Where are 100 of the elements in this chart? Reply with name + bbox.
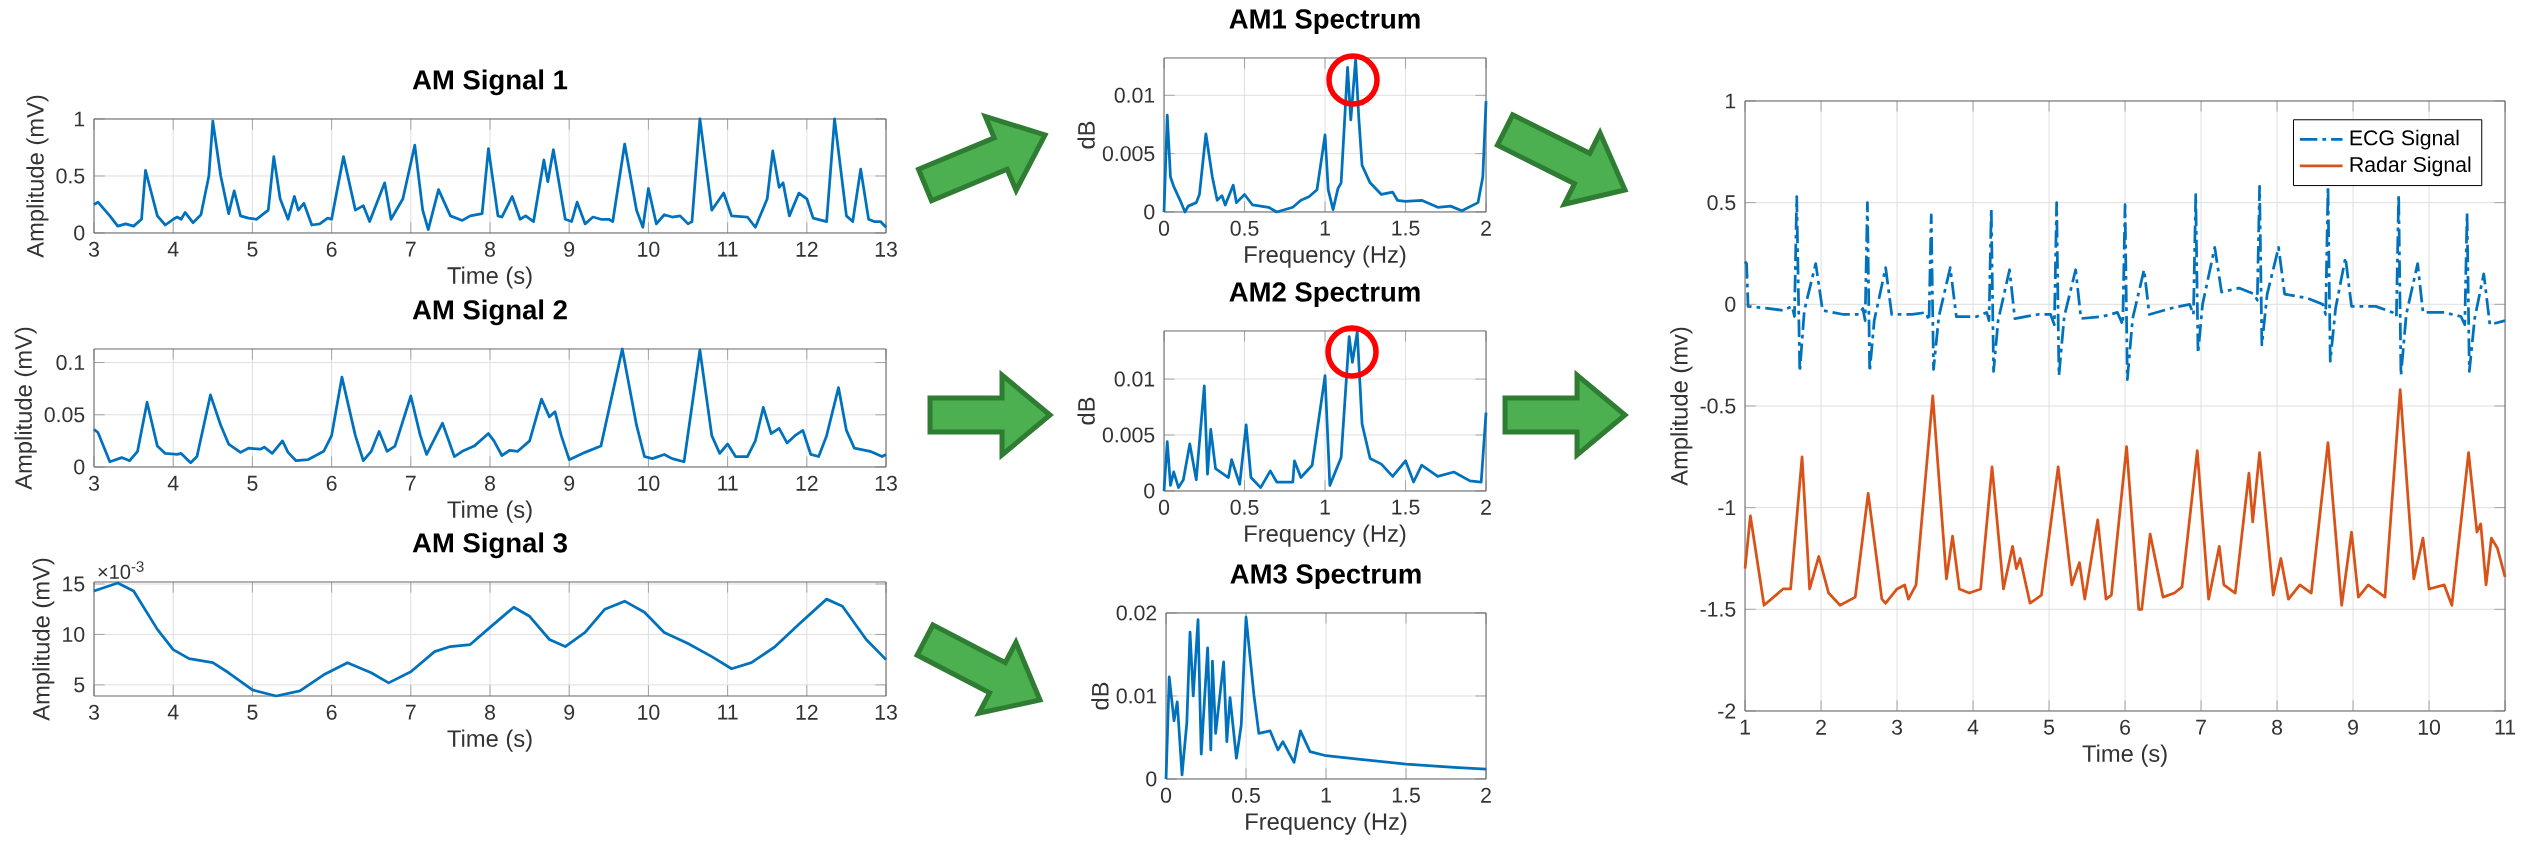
x-axis-title: Frequency (Hz) (1246, 812, 1407, 835)
y-tick-label: 10 (63, 626, 85, 642)
y-tick-label: 1 (1726, 93, 1736, 109)
y-tick-label: 15 (63, 576, 85, 592)
y-tick-label: 0.01 (1116, 688, 1157, 704)
x-axis-title: Time (s) (2082, 744, 2167, 767)
x-tick-label: 7 (406, 704, 416, 720)
y-tick-label: 0.005 (1102, 427, 1155, 443)
chart-title: AM Signal 1 (412, 69, 568, 96)
chart-title: AM Signal 3 (412, 532, 567, 559)
text: ×10$^{-3}$ (98, 561, 144, 579)
x-tick-label: 12 (796, 241, 818, 257)
x-tick-label: 9 (564, 704, 575, 720)
y-axis-title: dB (1091, 682, 1109, 710)
x-axis-title: Time (s) (447, 266, 532, 289)
x-tick-label: 6 (326, 241, 337, 257)
x-tick-label: 3 (88, 704, 99, 720)
y-tick-label: 0.005 (1102, 146, 1155, 162)
x-tick-label: 3 (1891, 719, 1903, 735)
line-series (92, 117, 888, 231)
x-tick-label: 8 (2272, 719, 2283, 735)
line-series (92, 347, 888, 465)
chart-title: AM3 Spectrum (1230, 564, 1421, 590)
x-tick-label: 10 (638, 241, 660, 257)
x-tick-label: 9 (564, 241, 575, 257)
x-tick-label: 4 (167, 475, 179, 491)
y-tick-label: 0.1 (56, 355, 85, 371)
x-tick-label: 3 (88, 475, 99, 491)
x-tick-label: 0.5 (1232, 787, 1260, 803)
x-tick-label: 1 (1320, 220, 1330, 236)
x-tick-label: 5 (2044, 719, 2055, 735)
y-tick-label: 1 (74, 111, 85, 127)
x-tick-label: 8 (485, 241, 496, 257)
x-tick-label: 6 (326, 475, 337, 491)
y-tick-label: 0 (74, 459, 85, 475)
x-tick-label: 11 (2495, 719, 2516, 735)
x-tick-label: 11 (718, 704, 738, 720)
y-tick-label: 0.01 (1114, 87, 1155, 103)
y-tick-label: 0.05 (44, 407, 85, 423)
x-tick-label: 2 (1481, 499, 1491, 515)
chart-title: AM1 Spectrum (1229, 9, 1420, 35)
x-tick-label: 2 (1481, 220, 1491, 236)
x-tick-label: 7 (406, 475, 416, 491)
y-tick-label: -2 (1718, 703, 1736, 719)
x-tick-label: 0 (1160, 787, 1172, 803)
x-tick-label: 11 (718, 241, 738, 257)
x-tick-label: 9 (564, 475, 575, 491)
y-axis-title: dB (1077, 397, 1095, 425)
x-tick-label: 4 (167, 704, 179, 720)
x-tick-label: 9 (2348, 719, 2358, 735)
legend-label: ECG Signal (2350, 129, 2459, 150)
x-tick-label: 4 (167, 241, 179, 257)
y-tick-label: 0 (1725, 296, 1736, 312)
x-tick-label: 6 (326, 704, 337, 720)
x-tick-label: 12 (796, 475, 818, 491)
x-tick-label: 1.5 (1392, 220, 1420, 236)
y-tick-label: 0.01 (1114, 371, 1155, 387)
x-tick-label: 1.5 (1392, 499, 1420, 515)
x-tick-label: 13 (875, 241, 897, 257)
y-tick-label: 0.5 (1707, 195, 1736, 211)
chart-title: AM2 Spectrum (1229, 282, 1420, 308)
x-tick-label: 3 (88, 241, 99, 257)
x-tick-label: 10 (638, 704, 660, 720)
x-tick-label: 13 (875, 475, 897, 491)
line-series (1162, 330, 1488, 493)
x-tick-label: 7 (406, 241, 416, 257)
x-tick-label: 1.5 (1392, 787, 1420, 803)
x-tick-label: 0 (1158, 499, 1170, 515)
line-series (1164, 615, 1488, 781)
x-tick-label: 10 (638, 475, 660, 491)
x-tick-label: 4 (1967, 719, 1979, 735)
x-tick-label: 10 (2418, 719, 2441, 735)
y-tick-label: 0.02 (1116, 605, 1157, 621)
x-axis-title: Frequency (Hz) (1245, 245, 1406, 268)
x-axis-title: Time (s) (447, 729, 532, 752)
x-axis-title: Frequency (Hz) (1245, 524, 1406, 547)
y-tick-label: 5 (74, 677, 85, 693)
x-tick-label: 5 (247, 704, 258, 720)
line-series (1162, 57, 1488, 214)
x-tick-label: 2 (1481, 787, 1491, 803)
x-tick-label: 7 (2196, 719, 2206, 735)
x-tick-label: 1 (1321, 787, 1331, 803)
x-tick-label: 5 (247, 241, 258, 257)
x-tick-label: 13 (875, 704, 897, 720)
x-tick-label: 1 (1740, 719, 1750, 735)
x-tick-label: 0.5 (1230, 499, 1259, 515)
x-tick-label: 1 (1320, 499, 1330, 515)
y-axis-title: Amplitude (mV) (26, 95, 49, 258)
line-series (92, 581, 888, 698)
line-series (1743, 388, 2507, 611)
y-tick-label: 0.5 (56, 168, 85, 184)
y-axis-title: dB (1077, 121, 1095, 149)
x-tick-label: 0 (1158, 220, 1170, 236)
y-tick-label: -1 (1718, 500, 1736, 515)
y-tick-label: -1.5 (1700, 601, 1736, 617)
y-tick-label: -0.5 (1700, 398, 1736, 414)
x-tick-label: 2 (1816, 719, 1826, 735)
x-tick-label: 11 (718, 475, 738, 491)
x-tick-label: 0.5 (1230, 220, 1259, 236)
y-tick-label: 0 (1146, 771, 1157, 787)
